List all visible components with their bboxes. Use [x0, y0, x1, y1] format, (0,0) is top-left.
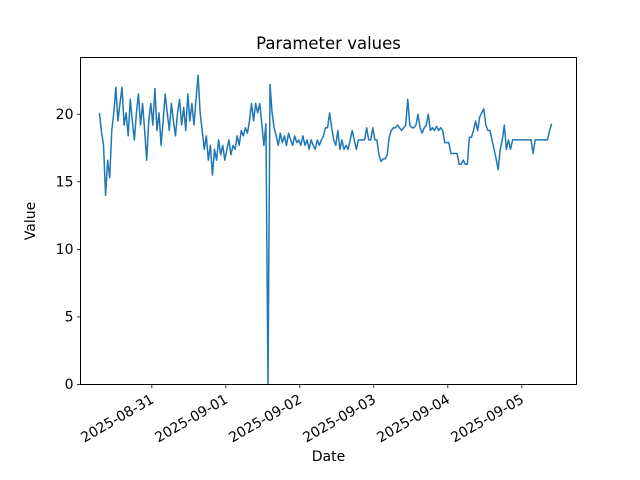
y-tick-label: 20 — [56, 107, 74, 123]
y-tick-label: 5 — [65, 309, 74, 325]
plot-border — [80, 57, 577, 385]
tick-marks — [77, 113, 523, 388]
y-tick-label: 15 — [56, 174, 74, 190]
data-series-line — [98, 74, 553, 386]
y-tick-label: 0 — [65, 377, 74, 393]
y-axis-label: Value — [23, 202, 39, 240]
x-tick-label: 2025-09-04 — [374, 392, 453, 447]
x-tick-label: 2025-09-02 — [226, 392, 304, 447]
tick-labels: 2025-08-312025-09-012025-09-022025-09-03… — [56, 107, 527, 446]
x-axis-label: Date — [312, 449, 345, 465]
x-tick-label: 2025-09-01 — [152, 392, 230, 447]
x-tick-label: 2025-09-05 — [448, 392, 526, 447]
chart-title: Parameter values — [256, 34, 401, 53]
y-tick-label: 10 — [56, 242, 74, 258]
x-tick-label: 2025-08-31 — [78, 392, 156, 447]
x-tick-label: 2025-09-03 — [300, 392, 378, 447]
